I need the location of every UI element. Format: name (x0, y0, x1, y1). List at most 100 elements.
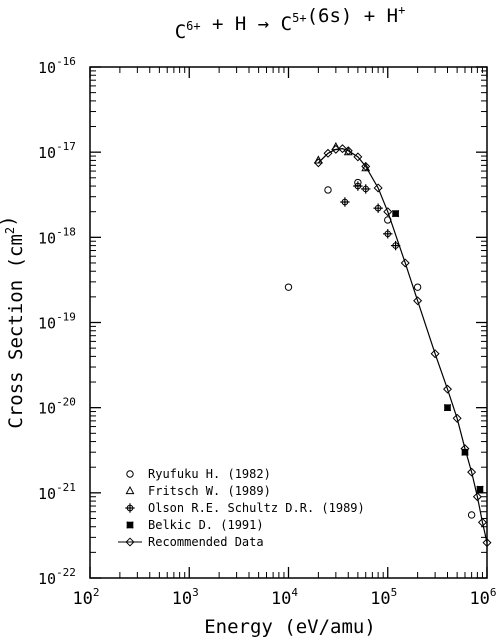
diamond-marker (373, 183, 383, 193)
x-marker-b (443, 404, 452, 412)
diamond-marker (400, 258, 410, 268)
data-point-ryufuku-h-1982 (284, 283, 293, 291)
data-point-recommended-data (442, 384, 453, 394)
diamond-marker (430, 349, 440, 359)
legend-marker (125, 485, 135, 495)
diamond-marker (353, 152, 363, 162)
legend-item: Fritsch W. (1989) (125, 484, 271, 498)
x-marker-b (391, 209, 400, 218)
data-point-belkic-d-1991 (476, 485, 484, 493)
diamond-marker (482, 538, 492, 548)
diamond-marker (460, 444, 470, 454)
circle-marker (413, 283, 422, 291)
data-point-recommended-data (482, 538, 492, 548)
legend-label: Belkic D. (1991) (148, 518, 264, 532)
circle-marker (324, 186, 332, 194)
legend-label: Ryufuku H. (1982) (148, 467, 271, 481)
data-point-recommended-data (353, 152, 363, 162)
data-point-recommended-data (323, 148, 333, 158)
data-point-olson-r-e-schultz-d-r-1989 (340, 197, 350, 207)
data-point-olson-r-e-schultz-d-r-1989 (373, 203, 383, 213)
y-tick-label: 10-17 (38, 140, 76, 162)
legend-label: Olson R.E. Schultz D.R. (1989) (148, 501, 365, 515)
data-point-recommended-data (477, 517, 487, 527)
circle-marker (467, 511, 476, 519)
x-tick-label: 105 (370, 586, 397, 609)
diamond-marker (442, 384, 453, 394)
legend-marker (125, 503, 135, 513)
legend-item: Olson R.E. Schultz D.R. (1989) (125, 501, 365, 515)
diamond-marker (313, 158, 323, 168)
legend-marker (126, 521, 134, 529)
y-axis-ticks: 10-22 10-21 10-20 10-19 10-18 10-17 10-16 (38, 55, 487, 588)
data-point-belkic-d-1991 (443, 404, 452, 412)
diamond-marker (413, 296, 423, 306)
diamond-marker (337, 144, 348, 154)
data-point-ryufuku-h-1982 (324, 186, 332, 194)
data-point-recommended-data (343, 146, 353, 156)
data-point-recommended-data (452, 413, 462, 423)
x-axis-ticks: 102 103 104 105 106 (72, 67, 497, 609)
data-point-fritsch-w-1989 (313, 155, 323, 164)
data-point-recommended-data (400, 258, 410, 268)
diamond-marker (361, 161, 371, 171)
data-point-recommended-data (331, 144, 341, 154)
data-point-recommended-data (467, 467, 477, 477)
data-point-olson-r-e-schultz-d-r-1989 (383, 229, 393, 239)
x-tick-label: 106 (469, 586, 496, 609)
data-point-ryufuku-h-1982 (413, 283, 422, 291)
y-tick-label: 10-20 (38, 396, 76, 418)
data-point-recommended-data (361, 161, 371, 171)
diamond-marker (125, 537, 135, 547)
data-points (284, 141, 492, 548)
x-marker-b (126, 521, 134, 529)
legend-item: Ryufuku H. (1982) (126, 467, 271, 481)
diamond-marker (477, 517, 487, 527)
diamond-marker (472, 492, 482, 502)
legend-label: Fritsch W. (1989) (148, 484, 271, 498)
data-point-recommended-data (373, 183, 383, 193)
data-point-olson-r-e-schultz-d-r-1989 (361, 184, 371, 194)
x-tick-label: 103 (172, 586, 199, 609)
legend-item: Belkic D. (1991) (126, 518, 264, 532)
y-tick-label: 10-22 (38, 566, 76, 588)
data-point-ryufuku-h-1982 (467, 511, 476, 519)
data-point-belkic-d-1991 (391, 209, 400, 218)
minor-ticks (90, 67, 487, 578)
data-point-recommended-data (383, 207, 393, 217)
diamond-marker (467, 467, 477, 477)
data-point-ryufuku-h-1982 (384, 216, 392, 224)
diamond-marker (452, 413, 462, 423)
legend-item: Recommended Data (118, 535, 264, 549)
legend: Ryufuku H. (1982) Fritsch W. (1989) Olson … (118, 467, 365, 549)
data-point-recommended-data (413, 296, 423, 306)
recommended-data-curve (317, 148, 488, 543)
data-point-olson-r-e-schultz-d-r-1989 (390, 240, 401, 251)
data-point-olson-r-e-schultz-d-r-1989 (353, 181, 363, 191)
diamond-marker (323, 148, 333, 158)
data-point-recommended-data (430, 349, 440, 359)
triangle-marker (125, 485, 135, 495)
circle-marker (126, 470, 134, 478)
circle-marker (284, 283, 293, 291)
diamond-marker (343, 146, 353, 156)
chart-title: C6+ + H → C5+(6s) + H+ (175, 3, 406, 43)
y-tick-label: 10-16 (38, 55, 76, 77)
diamond-marker (331, 144, 341, 154)
diamond-marker (383, 207, 393, 217)
circle-marker (384, 216, 392, 224)
data-point-recommended-data (472, 492, 482, 502)
x-axis-label: Energy (eV/amu) (204, 616, 376, 638)
y-tick-label: 10-19 (38, 311, 76, 333)
x-marker-b (476, 485, 484, 493)
y-axis-label: Cross Section (cm2) (0, 215, 27, 428)
x-tick-label: 104 (271, 586, 298, 609)
data-point-recommended-data (313, 158, 323, 168)
y-tick-label: 10-21 (38, 481, 76, 503)
legend-marker (125, 537, 135, 547)
triangle-marker (331, 141, 341, 151)
data-point-fritsch-w-1989 (331, 141, 341, 151)
x-tick-label: 102 (72, 586, 99, 609)
y-tick-label: 10-18 (38, 225, 76, 247)
